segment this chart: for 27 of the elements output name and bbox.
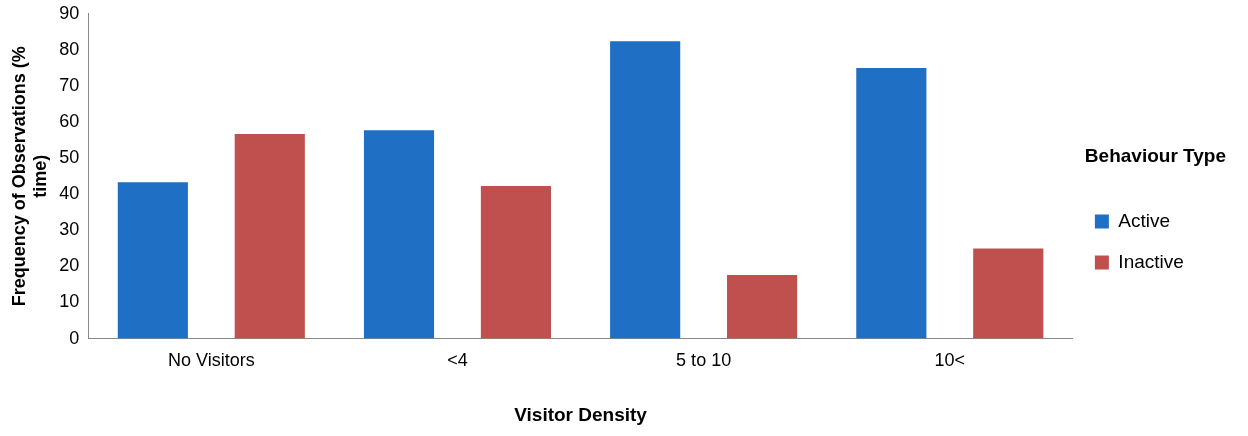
y-tick-label: 90 (59, 2, 80, 23)
y-tick-label: 80 (59, 38, 80, 59)
bar (363, 130, 435, 339)
y-tick-label: 10 (59, 291, 80, 312)
x-axis-title: Visitor Density (514, 403, 648, 425)
x-tick-label: No Visitors (167, 350, 255, 371)
y-tick-label: 50 (59, 147, 80, 168)
y-tick-label: 40 (59, 183, 80, 204)
y-tick-label: 20 (59, 255, 80, 276)
bar (973, 248, 1044, 339)
bar (727, 275, 798, 339)
bar (856, 67, 927, 339)
x-tick-label: 5 to 10 (676, 350, 732, 371)
y-axis-title: Frequency of Observations (% time) (8, 46, 51, 307)
y-tick-label: 30 (59, 219, 80, 240)
x-tick-label: <4 (447, 350, 468, 371)
legend-title: Behaviour Type (1084, 144, 1227, 166)
legend-label: Inactive (1118, 250, 1184, 272)
x-tick-label: 10< (934, 350, 966, 371)
legend-label: Active (1118, 209, 1171, 231)
y-tick-label: 0 (69, 327, 80, 348)
y-tick-label: 60 (59, 111, 80, 132)
y-tick-label: 70 (59, 74, 80, 95)
bar (480, 185, 552, 339)
bar (234, 133, 305, 339)
bar (610, 41, 681, 339)
bar (117, 182, 188, 339)
